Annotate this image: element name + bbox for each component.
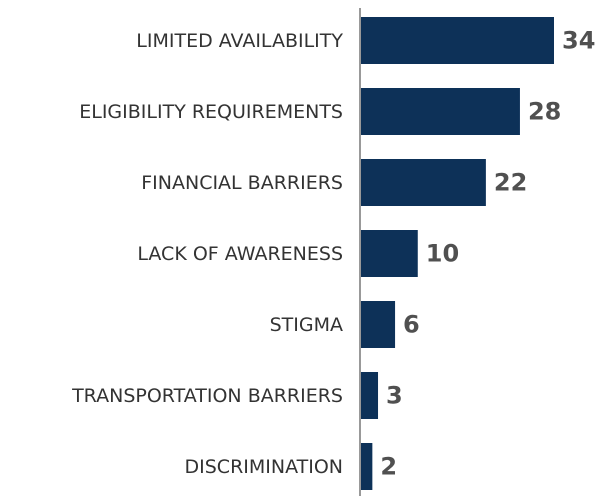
bar: [361, 17, 554, 64]
bar: [361, 301, 396, 348]
value-label: 28: [528, 98, 561, 126]
bar: [361, 88, 520, 135]
category-label: ELIGIBILITY REQUIREMENTS: [79, 101, 343, 123]
value-label: 10: [426, 240, 459, 268]
value-label: 3: [386, 382, 403, 410]
category-label: STIGMA: [270, 314, 343, 336]
category-label: TRANSPORTATION BARRIERS: [71, 385, 343, 407]
value-label: 6: [403, 311, 420, 339]
value-label: 2: [380, 453, 397, 481]
value-label: 22: [494, 169, 527, 197]
category-label: LACK OF AWARENESS: [137, 243, 343, 265]
category-label: FINANCIAL BARRIERS: [141, 172, 343, 194]
category-label: LIMITED AVAILABILITY: [136, 30, 343, 52]
value-label: 34: [562, 27, 595, 55]
category-label: DISCRIMINATION: [185, 456, 343, 478]
bar: [361, 443, 373, 490]
bar: [361, 159, 486, 206]
bar: [361, 230, 418, 277]
bar: [361, 372, 379, 419]
